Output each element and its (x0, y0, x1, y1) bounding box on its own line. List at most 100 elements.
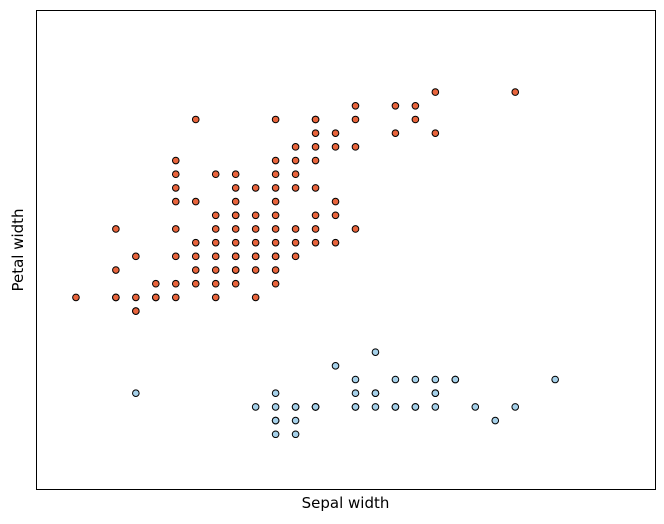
point-series-0-85 (331, 238, 340, 247)
point-series-0-47 (171, 197, 180, 206)
point-series-0-12 (231, 170, 240, 179)
point-series-0-25 (351, 143, 360, 151)
point-series-0-9 (331, 143, 340, 151)
point-series-0-78 (152, 279, 160, 288)
points-layer (72, 88, 559, 439)
point-series-0-71 (231, 279, 240, 288)
point-series-1-12 (471, 403, 480, 411)
point-series-0-2 (411, 115, 420, 124)
point-series-0-76 (132, 293, 140, 302)
point-series-0-84 (211, 279, 220, 288)
point-series-0-11 (291, 156, 300, 165)
point-series-1-29 (311, 403, 320, 411)
point-series-0-33 (251, 184, 260, 192)
point-series-0-0 (511, 88, 520, 96)
point-series-0-15 (291, 184, 300, 192)
point-series-0-80 (112, 293, 120, 302)
point-series-1-24 (511, 403, 520, 411)
point-series-1-0 (371, 403, 380, 411)
point-series-0-5 (351, 102, 360, 110)
point-series-0-38 (231, 225, 240, 233)
point-series-0-14 (311, 184, 320, 192)
point-series-0-97 (132, 307, 140, 315)
point-series-0-55 (251, 238, 260, 247)
point-series-0-88 (231, 197, 240, 206)
point-series-0-41 (271, 225, 280, 233)
point-series-1-17 (411, 375, 420, 384)
point-series-0-36 (271, 184, 280, 192)
point-series-0-8 (291, 143, 300, 151)
point-series-0-29 (391, 102, 400, 110)
point-series-0-53 (331, 211, 340, 220)
point-series-0-39 (271, 211, 280, 220)
x-axis-label: Sepal width (301, 494, 390, 512)
point-series-0-89 (231, 211, 240, 220)
point-series-0-26 (271, 115, 280, 124)
y-axis-label: Petal width (9, 208, 27, 292)
point-series-0-87 (251, 225, 260, 233)
point-series-0-20 (211, 225, 220, 233)
point-series-0-44 (311, 225, 320, 233)
point-series-0-46 (171, 184, 180, 192)
point-series-0-95 (251, 293, 260, 302)
point-series-0-34 (291, 170, 300, 179)
point-series-0-64 (191, 238, 200, 247)
point-series-0-58 (211, 252, 220, 261)
point-series-0-52 (291, 252, 300, 261)
point-series-0-69 (271, 279, 280, 288)
point-series-0-50 (171, 225, 180, 233)
point-series-0-93 (171, 293, 180, 302)
point-series-0-81 (72, 293, 80, 302)
point-series-0-23 (311, 143, 320, 151)
point-series-1-36 (411, 403, 420, 411)
point-series-0-70 (171, 252, 180, 261)
point-series-0-68 (211, 266, 220, 274)
point-series-0-94 (231, 266, 240, 274)
point-series-1-22 (291, 403, 300, 411)
point-series-0-77 (211, 293, 220, 302)
point-series-1-8 (251, 403, 260, 411)
point-series-0-65 (211, 238, 220, 247)
point-series-1-18 (391, 403, 400, 411)
point-series-1-16 (431, 389, 440, 398)
point-series-1-30 (271, 416, 280, 425)
point-series-1-28 (431, 403, 440, 411)
point-series-0-22 (431, 129, 440, 137)
point-series-1-23 (491, 416, 500, 425)
point-series-0-75 (191, 279, 200, 288)
point-series-0-27 (311, 115, 320, 124)
point-series-0-86 (211, 211, 220, 220)
point-series-0-21 (391, 129, 400, 137)
point-series-1-34 (391, 375, 400, 384)
point-series-0-62 (311, 238, 320, 247)
point-series-0-63 (291, 238, 300, 247)
point-series-0-56 (271, 266, 280, 274)
plot-frame (36, 10, 656, 490)
point-series-1-13 (551, 375, 559, 384)
point-series-0-73 (171, 279, 180, 288)
point-series-1-26 (431, 375, 440, 384)
point-series-1-19 (331, 362, 340, 370)
point-series-0-42 (231, 238, 240, 247)
point-series-0-49 (171, 156, 180, 165)
point-series-1-1 (271, 403, 280, 411)
point-series-0-60 (191, 252, 200, 261)
point-series-0-48 (191, 197, 200, 206)
point-series-0-66 (251, 266, 260, 274)
point-series-0-30 (171, 170, 180, 179)
point-series-1-27 (271, 389, 280, 398)
point-series-0-83 (112, 266, 120, 274)
point-series-0-31 (191, 115, 200, 124)
point-series-0-7 (331, 129, 340, 137)
point-series-0-1 (431, 88, 440, 96)
point-series-0-3 (411, 102, 420, 110)
point-series-0-6 (311, 129, 320, 137)
point-series-1-20 (351, 375, 360, 384)
point-series-0-90 (231, 252, 240, 261)
point-series-0-74 (132, 252, 140, 261)
point-series-0-16 (271, 197, 280, 206)
point-series-0-54 (351, 225, 360, 233)
point-series-1-31 (351, 403, 360, 411)
point-series-1-38 (291, 430, 300, 439)
